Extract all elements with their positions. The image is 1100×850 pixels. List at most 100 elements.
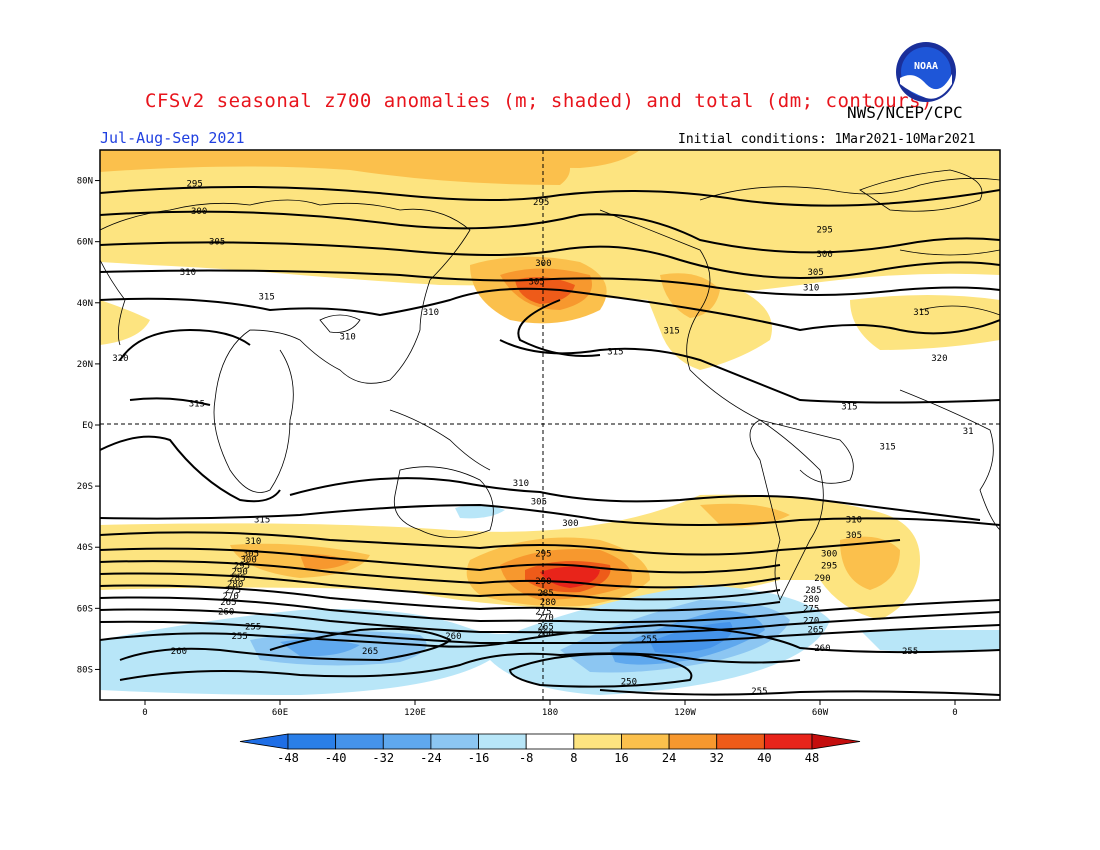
logo-text: NOAA xyxy=(914,61,938,72)
contour-label: 300 xyxy=(191,207,207,217)
colorbar-swatch xyxy=(573,733,622,750)
season-label: Jul-Aug-Sep 2021 xyxy=(100,129,245,147)
contour-label: 265 xyxy=(538,623,554,633)
contour-label: 295 xyxy=(533,198,549,208)
lat-tick-label: EQ xyxy=(82,421,93,431)
contour-label: 290 xyxy=(232,568,248,578)
noaa-logo-icon: NOAA xyxy=(896,42,956,102)
colorbar-label: -8 xyxy=(519,751,533,765)
coastlines xyxy=(100,169,1000,601)
latitude-axis: 80N 60N 40N 20N EQ 20S 40S 60S 80S xyxy=(77,177,100,675)
contour-label: 280 xyxy=(803,595,819,605)
contour-label: 320 xyxy=(931,354,947,364)
contour-label: 310 xyxy=(803,284,819,294)
colorbar-label: -40 xyxy=(325,751,347,765)
contour-label: 275 xyxy=(225,586,241,596)
lon-tick-label: 120W xyxy=(674,708,696,718)
contour-label: 260 xyxy=(445,632,461,642)
lat-tick-label: 20S xyxy=(77,482,93,492)
colorbar-low-arrow xyxy=(239,733,289,750)
contour-label: 270 xyxy=(803,617,819,627)
colorbar-swatch xyxy=(716,733,765,750)
contour-label: 295 xyxy=(535,549,551,559)
colorbar-swatch xyxy=(668,733,718,750)
colorbar-swatch xyxy=(621,733,670,750)
colorbar-high-arrow xyxy=(811,733,861,750)
contour-label: 270 xyxy=(538,614,554,624)
contour-label: 305 xyxy=(808,268,824,278)
colorbar-label: -16 xyxy=(468,751,490,765)
colorbar-label: -24 xyxy=(420,751,442,765)
contour-label: 275 xyxy=(535,607,551,617)
agency-label: NWS/NCEP/CPC xyxy=(847,103,963,122)
lat-tick-label: 60S xyxy=(77,604,93,614)
contour-label: 255 xyxy=(751,687,767,697)
colorbar-swatch xyxy=(335,733,384,750)
contour-label: 295 xyxy=(187,180,203,190)
contour-label: 310 xyxy=(513,479,529,489)
colorbar: -48 -40 -32 -24 -16 -8 8 16 24 32 40 48 xyxy=(239,733,861,765)
contour-label: 31 xyxy=(963,427,974,437)
contour-label: 295 xyxy=(821,562,837,572)
colorbar-swatch xyxy=(382,733,432,750)
contour-label: 315 xyxy=(254,516,270,526)
contour-label: 260 xyxy=(171,647,187,657)
contour-label: 310 xyxy=(180,268,196,278)
chart-title: CFSv2 seasonal z700 anomalies (m; shaded… xyxy=(145,90,933,112)
contour-labels: 295 295 295 300 300 300 305 305 305 310 310 310 315 3… xyxy=(112,180,974,697)
contour-label: 295 xyxy=(234,562,250,572)
colorbar-label: 32 xyxy=(710,751,724,765)
colorbar-label: 8 xyxy=(570,751,577,765)
contour-label: 300 xyxy=(562,519,578,529)
colorbar-label: 48 xyxy=(805,751,819,765)
initial-conditions-label: Initial conditions: 1Mar2021-10Mar2021 xyxy=(678,132,976,147)
lat-tick-label: 80N xyxy=(77,177,93,187)
contour-label: 290 xyxy=(535,577,551,587)
map-field: 295 295 295 300 300 300 305 305 305 310 310 310 315 3… xyxy=(100,150,1000,700)
contour-label: 305 xyxy=(209,238,225,248)
contour-label: 310 xyxy=(245,537,261,547)
contour-label: 305 xyxy=(529,277,545,287)
contour-label: 280 xyxy=(227,580,243,590)
lon-tick-label: 120E xyxy=(404,708,426,718)
lat-tick-label: 20N xyxy=(77,360,93,370)
contour-label: 270 xyxy=(223,592,239,602)
lat-tick-label: 80S xyxy=(77,665,93,675)
contour-label: 265 xyxy=(220,598,236,608)
contour-label: 300 xyxy=(535,259,551,269)
lat-tick-label: 60N xyxy=(77,238,93,248)
lat-tick-label: 40N xyxy=(77,299,93,309)
lon-tick-label: 60W xyxy=(812,708,829,718)
contour-label: 275 xyxy=(803,604,819,614)
contour-label: 315 xyxy=(259,293,275,303)
height-contours xyxy=(100,185,1000,696)
contour-label: 255 xyxy=(232,632,248,642)
colorbar-swatch xyxy=(525,733,575,750)
contour-label: 315 xyxy=(189,400,205,410)
contour-label: 265 xyxy=(362,647,378,657)
contour-label: 285 xyxy=(805,586,821,596)
colorbar-swatch xyxy=(763,733,813,750)
contour-label: 250 xyxy=(621,678,637,688)
lat-tick-label: 40S xyxy=(77,543,93,553)
contour-label: 310 xyxy=(340,332,356,342)
colorbar-label: 24 xyxy=(662,751,676,765)
contour-label: 310 xyxy=(423,308,439,318)
contour-label: 315 xyxy=(913,308,929,318)
contour-label: 255 xyxy=(641,635,657,645)
contour-label: 315 xyxy=(841,403,857,413)
contour-label: 255 xyxy=(902,647,918,657)
lon-tick-label: 0 xyxy=(952,708,957,718)
colorbar-label: -32 xyxy=(372,751,394,765)
lon-tick-label: 180 xyxy=(542,708,558,718)
contour-label: 260 xyxy=(538,629,554,639)
longitude-axis: 0 60E 120E 180 120W 60W 0 xyxy=(142,700,958,718)
colorbar-label: -48 xyxy=(277,751,299,765)
contour-label: 280 xyxy=(540,598,556,608)
contour-label: 260 xyxy=(218,607,234,617)
colorbar-label: 40 xyxy=(757,751,771,765)
contour-label: 320 xyxy=(112,354,128,364)
colorbar-label: 16 xyxy=(614,751,628,765)
contour-label: 295 xyxy=(817,225,833,235)
contour-label: 315 xyxy=(607,348,623,358)
